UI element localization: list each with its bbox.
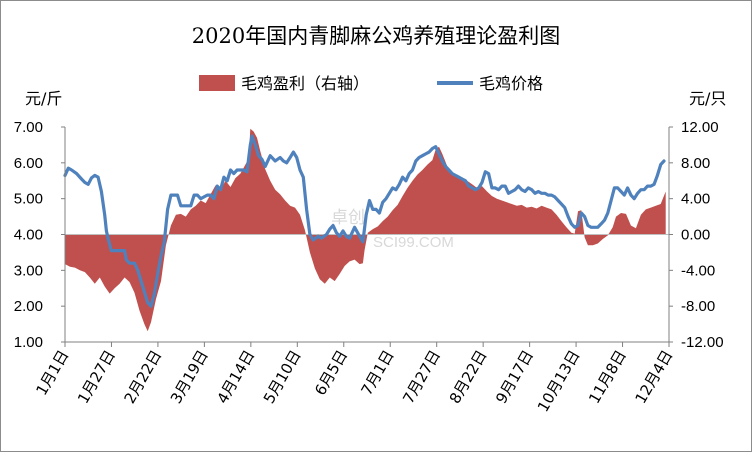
right-tick-label: -4.00 [681, 262, 715, 279]
x-tick-label: 3月19日 [167, 347, 212, 407]
right-tick-label: 4.00 [681, 191, 710, 208]
right-axis-unit: 元/只 [689, 89, 726, 108]
legend-swatch-profit [199, 75, 235, 91]
watermark-en: SCI99.COM [373, 234, 454, 251]
x-tick-label: 5月10日 [260, 347, 305, 407]
legend: 毛鸡盈利（右轴） 毛鸡价格 [199, 74, 543, 93]
x-tick-label: 2月22日 [120, 347, 165, 407]
x-tick-label: 9月17日 [492, 347, 537, 407]
left-tick-label: 6.00 [14, 155, 43, 172]
x-tick-label: 7月1日 [358, 347, 398, 399]
chart-title: 2020年国内青脚麻公鸡养殖理论盈利图 [192, 24, 560, 48]
left-tick-label: 7.00 [14, 119, 43, 136]
watermark-cn: 卓创 [331, 208, 365, 227]
x-tick-label: 11月8日 [585, 347, 630, 407]
right-tick-label: 8.00 [681, 155, 710, 172]
x-tick-label: 8月22日 [446, 347, 491, 407]
x-tick-label: 7月27日 [399, 347, 444, 407]
x-tick-label: 12月4日 [632, 347, 677, 407]
right-tick-label: 0.00 [681, 227, 710, 244]
right-tick-label: -8.00 [681, 298, 715, 315]
plot-area [63, 128, 669, 332]
left-tick-label: 3.00 [14, 262, 43, 279]
price-line [63, 134, 666, 308]
x-tick-label: 10月13日 [534, 347, 584, 415]
x-tick-label: 4月14日 [213, 347, 258, 407]
legend-label-price: 毛鸡价格 [479, 74, 543, 93]
left-tick-label: 4.00 [14, 227, 43, 244]
x-tick-label: 1月1日 [32, 347, 72, 399]
left-tick-label: 2.00 [14, 298, 43, 315]
left-tick-label: 5.00 [14, 191, 43, 208]
watermark: 卓创 SCI99.COM [331, 208, 454, 251]
x-tick-label: 6月5日 [311, 347, 351, 399]
right-tick-label: -12.00 [681, 334, 724, 351]
left-axis-unit: 元/斤 [25, 89, 62, 108]
x-tick-label: 1月27日 [74, 347, 119, 407]
profit-area [65, 128, 666, 332]
left-tick-label: 1.00 [14, 334, 43, 351]
right-tick-label: 12.00 [681, 119, 719, 136]
legend-label-profit: 毛鸡盈利（右轴） [241, 74, 369, 93]
